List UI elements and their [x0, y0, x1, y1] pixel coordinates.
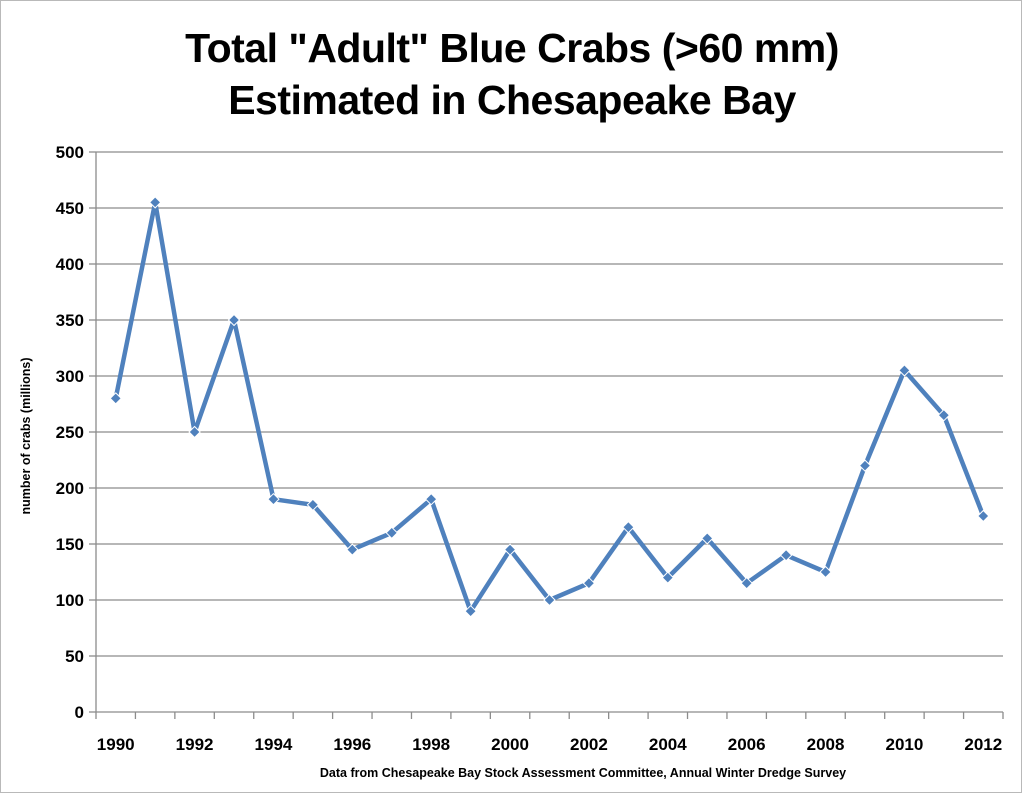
x-tick-label: 1994 — [255, 735, 293, 754]
y-tick-label: 250 — [56, 423, 84, 442]
chart-title-line-1: Total "Adult" Blue Crabs (>60 mm) — [185, 25, 839, 71]
y-axis-label: number of crabs (millions) — [19, 358, 33, 515]
data-point — [898, 364, 911, 377]
data-point — [819, 565, 832, 579]
x-tick-label: 1998 — [412, 735, 450, 754]
data-point — [188, 425, 201, 439]
data-point — [977, 509, 990, 523]
x-tick-label: 2000 — [491, 735, 529, 754]
gridlines — [96, 151, 1003, 657]
x-tick-label: 2006 — [728, 735, 766, 754]
x-tick-label: 2004 — [649, 735, 687, 754]
y-tick-label: 300 — [56, 367, 84, 386]
data-point — [385, 526, 398, 540]
data-point — [622, 520, 635, 534]
y-tick-label: 500 — [56, 143, 84, 162]
y-tick-label: 150 — [56, 535, 84, 554]
axes — [89, 151, 1004, 719]
y-tick-label: 0 — [75, 703, 84, 722]
data-point — [779, 548, 793, 562]
x-tick-label: 1990 — [97, 735, 135, 754]
x-tick-label: 2002 — [570, 735, 608, 754]
x-tick-label: 2010 — [885, 735, 923, 754]
series-group — [109, 196, 990, 618]
data-point — [148, 196, 162, 209]
y-tick-label: 100 — [56, 591, 84, 610]
data-point — [582, 576, 596, 590]
data-point — [306, 498, 320, 512]
y-tick-label: 450 — [56, 199, 84, 218]
y-tick-label: 350 — [56, 311, 84, 330]
x-tick-label: 1992 — [176, 735, 214, 754]
data-point — [543, 593, 556, 607]
data-point — [227, 313, 241, 327]
data-point — [267, 492, 280, 506]
data-point — [858, 459, 872, 472]
y-tick-labels: 0 50 100 150 200 250 300 350 400 450 500 — [56, 143, 84, 722]
data-point — [109, 392, 122, 405]
data-point — [740, 576, 753, 590]
x-axis-label: Data from Chesapeake Bay Stock Assessmen… — [320, 766, 846, 780]
x-tick-label: 1996 — [333, 735, 371, 754]
data-point — [661, 571, 675, 584]
data-point — [464, 604, 477, 618]
x-tick-label: 2008 — [807, 735, 845, 754]
data-point — [424, 492, 438, 506]
data-point — [701, 532, 714, 545]
x-tick-label: 2012 — [964, 735, 1002, 754]
data-point — [346, 543, 359, 556]
y-tick-label: 50 — [65, 647, 84, 666]
chart-title: Total "Adult" Blue Crabs (>60 mm) Estima… — [0, 22, 1024, 126]
data-point — [503, 543, 517, 556]
y-tick-label: 200 — [56, 479, 84, 498]
x-tick-labels: 1990 1992 1994 1996 1998 2000 2002 2004 2006 2008… — [97, 735, 1002, 754]
data-point — [937, 408, 951, 422]
y-tick-label: 400 — [56, 255, 84, 274]
chart-title-line-2: Estimated in Chesapeake Bay — [228, 77, 796, 123]
